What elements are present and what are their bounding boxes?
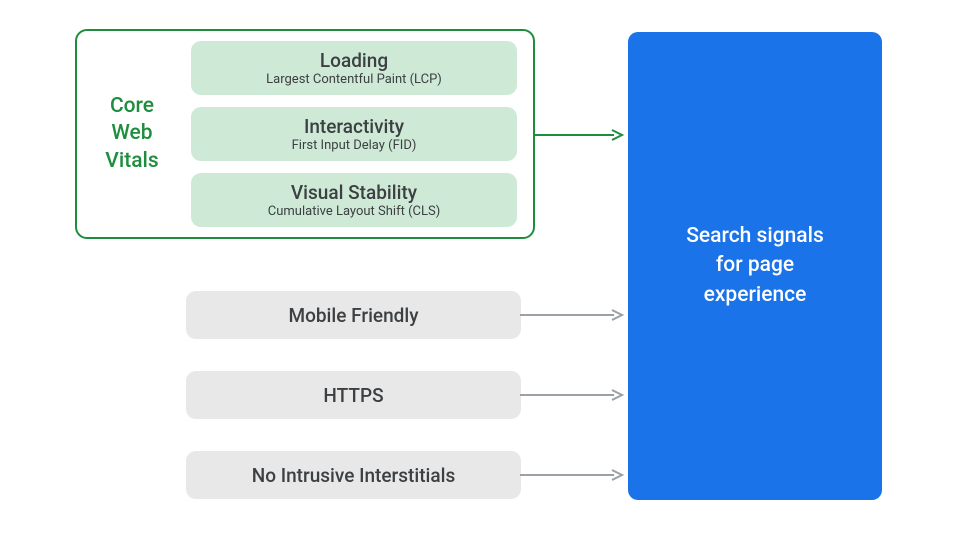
cwv-pill-title: Visual Stability xyxy=(291,181,417,204)
cwv-label-line1: Core xyxy=(110,94,154,118)
result-line2: for page xyxy=(716,253,794,277)
cwv-pill-interactivity: Interactivity First Input Delay (FID) xyxy=(191,107,517,161)
signal-pill-no-interstitials: No Intrusive Interstitials xyxy=(186,451,521,499)
cwv-pill-stability: Visual Stability Cumulative Layout Shift… xyxy=(191,173,517,227)
signal-pill-text: No Intrusive Interstitials xyxy=(252,464,456,487)
signal-pill-mobile-friendly: Mobile Friendly xyxy=(186,291,521,339)
result-box: Search signals for page experience xyxy=(628,32,882,500)
core-web-vitals-container: Core Web Vitals Loading Largest Contentf… xyxy=(75,29,535,239)
cwv-label-line2: Web xyxy=(111,121,152,145)
cwv-pill-title: Interactivity xyxy=(304,115,404,138)
result-text: Search signals for page experience xyxy=(686,222,824,310)
core-web-vitals-pills: Loading Largest Contentful Paint (LCP) I… xyxy=(191,41,517,227)
signal-pill-https: HTTPS xyxy=(186,371,521,419)
cwv-pill-title: Loading xyxy=(320,49,388,72)
signal-pill-text: HTTPS xyxy=(323,384,383,407)
cwv-label-line3: Vitals xyxy=(105,149,158,173)
cwv-pill-sub: Cumulative Layout Shift (CLS) xyxy=(268,204,440,219)
result-line3: experience xyxy=(704,283,807,307)
result-line1: Search signals xyxy=(686,224,824,248)
cwv-pill-sub: First Input Delay (FID) xyxy=(292,138,417,153)
signal-pill-text: Mobile Friendly xyxy=(288,304,418,327)
cwv-pill-sub: Largest Contentful Paint (LCP) xyxy=(266,72,442,87)
core-web-vitals-label: Core Web Vitals xyxy=(87,93,177,175)
cwv-pill-loading: Loading Largest Contentful Paint (LCP) xyxy=(191,41,517,95)
